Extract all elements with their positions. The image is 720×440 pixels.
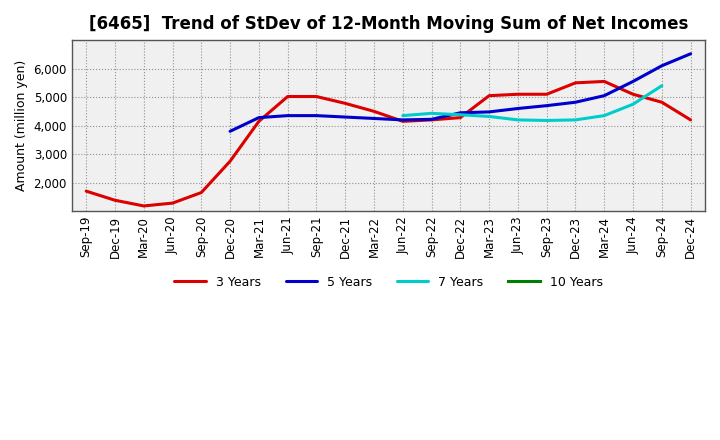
5 Years — [427, 117, 436, 122]
3 Years — [197, 190, 206, 195]
7 Years — [571, 117, 580, 122]
5 Years — [284, 113, 292, 118]
Line: 3 Years: 3 Years — [86, 81, 690, 206]
Title: [6465]  Trend of StDev of 12-Month Moving Sum of Net Incomes: [6465] Trend of StDev of 12-Month Moving… — [89, 15, 688, 33]
7 Years — [657, 83, 666, 88]
5 Years — [341, 114, 349, 120]
3 Years — [629, 92, 637, 97]
5 Years — [456, 110, 464, 115]
3 Years — [111, 198, 120, 203]
3 Years — [284, 94, 292, 99]
3 Years — [657, 99, 666, 105]
5 Years — [485, 109, 493, 114]
5 Years — [312, 113, 321, 118]
3 Years — [542, 92, 551, 97]
3 Years — [341, 101, 349, 106]
3 Years — [485, 93, 493, 98]
7 Years — [600, 113, 608, 118]
Line: 5 Years: 5 Years — [230, 54, 690, 131]
7 Years — [542, 118, 551, 123]
5 Years — [369, 116, 378, 121]
7 Years — [398, 113, 407, 118]
5 Years — [513, 106, 522, 111]
7 Years — [456, 112, 464, 117]
7 Years — [427, 111, 436, 116]
3 Years — [168, 201, 177, 206]
5 Years — [398, 117, 407, 122]
3 Years — [82, 188, 91, 194]
3 Years — [513, 92, 522, 97]
3 Years — [140, 203, 148, 209]
Line: 7 Years: 7 Years — [402, 86, 662, 121]
7 Years — [485, 114, 493, 119]
5 Years — [255, 115, 264, 120]
Y-axis label: Amount (million yen): Amount (million yen) — [15, 60, 28, 191]
5 Years — [226, 128, 235, 134]
3 Years — [398, 119, 407, 124]
7 Years — [513, 117, 522, 122]
5 Years — [600, 93, 608, 98]
7 Years — [629, 102, 637, 107]
Legend: 3 Years, 5 Years, 7 Years, 10 Years: 3 Years, 5 Years, 7 Years, 10 Years — [169, 271, 608, 294]
3 Years — [255, 119, 264, 124]
3 Years — [369, 109, 378, 114]
3 Years — [571, 80, 580, 85]
3 Years — [600, 79, 608, 84]
5 Years — [542, 103, 551, 108]
3 Years — [312, 94, 321, 99]
3 Years — [456, 115, 464, 120]
5 Years — [571, 99, 580, 105]
3 Years — [226, 158, 235, 164]
5 Years — [686, 51, 695, 56]
5 Years — [657, 63, 666, 68]
3 Years — [686, 117, 695, 122]
3 Years — [427, 117, 436, 122]
5 Years — [629, 79, 637, 84]
